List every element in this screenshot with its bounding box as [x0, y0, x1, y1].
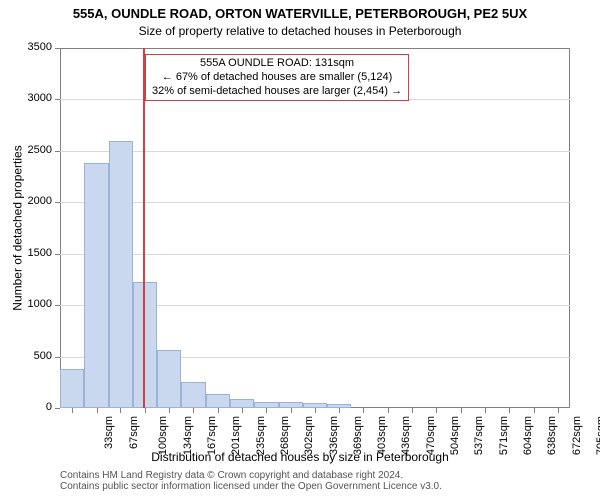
x-tick [169, 408, 170, 413]
chart-title: 555A, OUNDLE ROAD, ORTON WATERVILLE, PET… [0, 6, 600, 21]
chart-container: 555A, OUNDLE ROAD, ORTON WATERVILLE, PET… [0, 0, 600, 500]
attribution: Contains HM Land Registry data © Crown c… [60, 470, 442, 492]
histogram-bar [60, 369, 84, 408]
x-tick [339, 408, 340, 413]
x-tick [291, 408, 292, 413]
y-tick [55, 99, 60, 100]
x-tick-label: 33sqm [103, 416, 115, 449]
plot-area: 050010001500200025003000350033sqm67sqm10… [60, 48, 570, 408]
attribution-line2: Contains public sector information licen… [60, 481, 442, 492]
x-tick [363, 408, 364, 413]
histogram-bar [206, 394, 230, 408]
gridline [60, 202, 570, 203]
y-tick-label: 500 [12, 350, 52, 362]
x-tick [388, 408, 389, 413]
x-tick [412, 408, 413, 413]
histogram-bar [84, 163, 108, 408]
y-tick [55, 48, 60, 49]
reference-line [143, 48, 145, 408]
annotation-box: 555A OUNDLE ROAD: 131sqm← 67% of detache… [145, 54, 409, 101]
x-tick [72, 408, 73, 413]
y-tick-label: 3000 [12, 92, 52, 104]
y-axis-label: Number of detached properties [11, 145, 25, 310]
x-tick [534, 408, 535, 413]
y-tick-label: 2000 [12, 195, 52, 207]
histogram-bar [133, 282, 157, 409]
y-tick-label: 1000 [12, 298, 52, 310]
histogram-bar [109, 141, 133, 408]
histogram-bar [157, 350, 181, 408]
y-tick-label: 1500 [12, 247, 52, 259]
x-tick [315, 408, 316, 413]
x-axis-label: Distribution of detached houses by size … [0, 450, 600, 464]
x-tick-label: 67sqm [128, 416, 140, 449]
x-tick [436, 408, 437, 413]
y-tick [55, 408, 60, 409]
x-tick [266, 408, 267, 413]
x-tick [242, 408, 243, 413]
histogram-bar [181, 382, 205, 408]
histogram-bar [230, 399, 254, 408]
chart-subtitle: Size of property relative to detached ho… [0, 24, 600, 38]
gridline [60, 254, 570, 255]
x-tick [97, 408, 98, 413]
y-tick-label: 0 [12, 401, 52, 413]
y-tick-label: 3500 [12, 41, 52, 53]
gridline [60, 151, 570, 152]
y-tick [55, 357, 60, 358]
y-tick [55, 305, 60, 306]
x-tick [218, 408, 219, 413]
x-tick [120, 408, 121, 413]
x-tick [509, 408, 510, 413]
attribution-line1: Contains HM Land Registry data © Crown c… [60, 470, 442, 481]
x-tick [193, 408, 194, 413]
x-tick [461, 408, 462, 413]
y-tick [55, 254, 60, 255]
x-tick [485, 408, 486, 413]
annotation-line: 555A OUNDLE ROAD: 131sqm [152, 57, 402, 71]
annotation-line: 32% of semi-detached houses are larger (… [152, 85, 402, 99]
x-tick [558, 408, 559, 413]
y-tick [55, 151, 60, 152]
y-tick [55, 202, 60, 203]
annotation-line: ← 67% of detached houses are smaller (5,… [152, 71, 402, 85]
y-tick-label: 2500 [12, 144, 52, 156]
x-tick [145, 408, 146, 413]
